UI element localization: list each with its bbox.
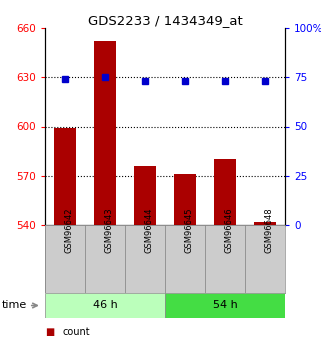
- Text: GSM96646: GSM96646: [225, 208, 234, 253]
- Bar: [54, 128, 76, 225]
- Bar: [85, 225, 125, 293]
- Bar: [134, 166, 156, 225]
- Bar: [165, 225, 205, 293]
- Bar: [94, 41, 116, 225]
- Text: ■: ■: [45, 327, 54, 337]
- Text: GSM96643: GSM96643: [105, 208, 114, 253]
- Bar: [205, 225, 245, 293]
- Bar: [165, 293, 285, 318]
- Text: GSM96645: GSM96645: [185, 208, 194, 253]
- Bar: [45, 293, 165, 318]
- Text: count: count: [63, 327, 90, 337]
- Text: time: time: [2, 300, 27, 310]
- Text: GSM96648: GSM96648: [265, 208, 274, 253]
- Bar: [125, 225, 165, 293]
- Bar: [214, 159, 236, 225]
- Bar: [254, 222, 276, 225]
- Bar: [245, 225, 285, 293]
- Text: GSM96642: GSM96642: [65, 208, 74, 253]
- Text: 46 h: 46 h: [93, 300, 117, 310]
- Text: GSM96644: GSM96644: [145, 208, 154, 253]
- Title: GDS2233 / 1434349_at: GDS2233 / 1434349_at: [88, 14, 242, 27]
- Text: 54 h: 54 h: [213, 300, 237, 310]
- Bar: [45, 225, 85, 293]
- Bar: [174, 174, 196, 225]
